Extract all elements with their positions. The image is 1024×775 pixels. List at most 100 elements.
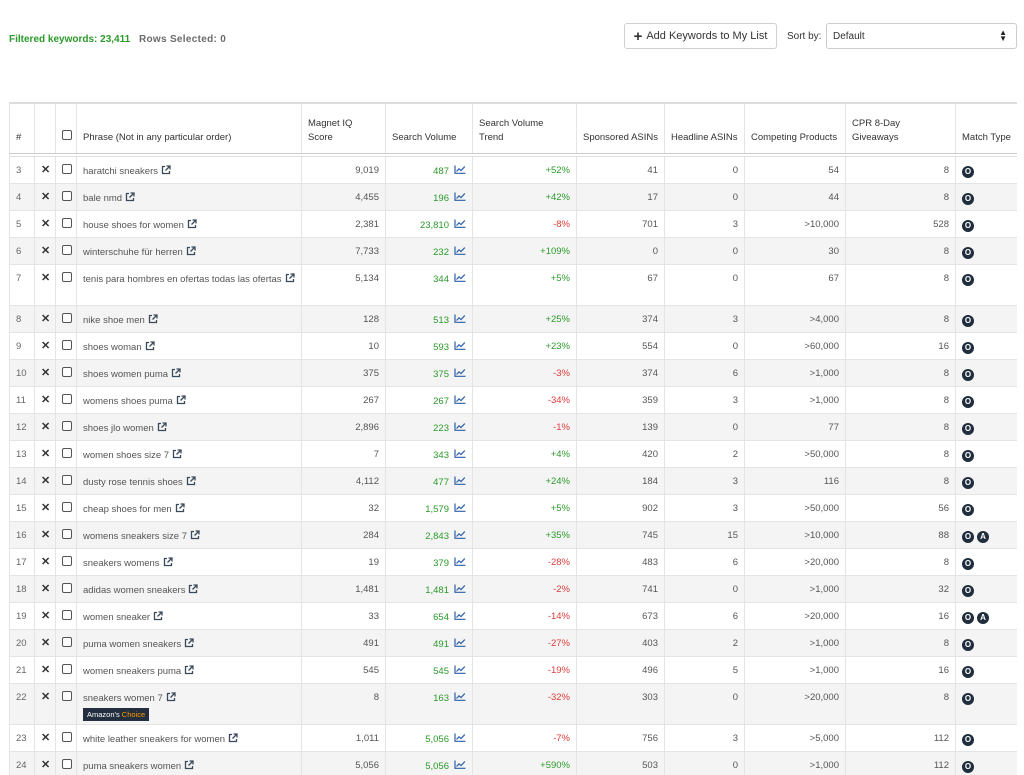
trend-chart-icon[interactable] — [454, 192, 466, 201]
trend-chart-icon[interactable] — [454, 314, 466, 323]
row-checkbox[interactable] — [62, 582, 72, 593]
close-icon[interactable]: ✕ — [41, 609, 51, 622]
search-volume-trend: +24% — [472, 467, 577, 495]
row-checkbox[interactable] — [62, 393, 72, 404]
trend-chart-icon[interactable] — [454, 760, 466, 769]
trend-chart-icon[interactable] — [454, 530, 466, 539]
close-icon[interactable]: ✕ — [41, 690, 51, 703]
row-checkbox[interactable] — [62, 271, 72, 282]
trend-chart-icon[interactable] — [454, 665, 466, 674]
trend-chart-icon[interactable] — [454, 503, 466, 512]
row-checkbox[interactable] — [62, 731, 72, 742]
trend-chart-icon[interactable] — [454, 165, 466, 174]
add-keywords-button[interactable]: + Add Keywords to My List — [624, 23, 777, 49]
close-icon[interactable]: ✕ — [41, 758, 51, 771]
close-icon[interactable]: ✕ — [41, 582, 51, 595]
external-link-icon[interactable] — [148, 313, 158, 324]
trend-chart-icon[interactable] — [454, 395, 466, 404]
row-checkbox[interactable] — [62, 217, 72, 228]
row-checkbox[interactable] — [62, 636, 72, 647]
external-link-icon[interactable] — [186, 245, 196, 256]
external-link-icon[interactable] — [184, 759, 194, 770]
trend-chart-icon[interactable] — [454, 246, 466, 255]
row-checkbox[interactable] — [62, 366, 72, 377]
sort-by-select[interactable]: Default ▲ ▼ — [826, 23, 1017, 49]
trend-chart-icon[interactable] — [454, 476, 466, 485]
external-link-icon[interactable] — [184, 637, 194, 648]
trend-chart-icon[interactable] — [454, 449, 466, 458]
close-icon[interactable]: ✕ — [41, 190, 51, 203]
close-icon[interactable]: ✕ — [41, 636, 51, 649]
close-icon[interactable]: ✕ — [41, 447, 51, 460]
external-link-icon[interactable] — [175, 502, 185, 513]
close-icon[interactable]: ✕ — [41, 393, 51, 406]
close-icon[interactable]: ✕ — [41, 366, 51, 379]
external-link-icon[interactable] — [187, 218, 197, 229]
trend-chart-icon[interactable] — [454, 638, 466, 647]
external-link-icon[interactable] — [161, 164, 171, 175]
trend-chart-icon[interactable] — [454, 733, 466, 742]
external-link-icon[interactable] — [145, 340, 155, 351]
external-link-icon[interactable] — [171, 367, 181, 378]
close-icon[interactable]: ✕ — [41, 271, 51, 284]
external-link-icon[interactable] — [166, 691, 176, 702]
close-icon[interactable]: ✕ — [41, 663, 51, 676]
trend-chart-icon[interactable] — [454, 219, 466, 228]
row-checkbox[interactable] — [62, 244, 72, 255]
row-checkbox[interactable] — [62, 758, 72, 769]
keyword-table-container[interactable]: # Phrase (Not in any particular order) Mag… — [9, 102, 1017, 775]
external-link-icon[interactable] — [188, 583, 199, 594]
external-link-icon[interactable] — [163, 556, 173, 567]
search-volume-value: 545 — [433, 665, 449, 677]
row-checkbox[interactable] — [62, 663, 72, 674]
row-checkbox[interactable] — [62, 690, 72, 701]
close-icon[interactable]: ✕ — [41, 217, 51, 230]
col-select-header[interactable] — [55, 102, 77, 154]
close-icon[interactable]: ✕ — [41, 528, 51, 541]
phrase-text: cheap shoes for men — [83, 503, 172, 515]
trend-chart-icon[interactable] — [454, 692, 466, 701]
search-volume-cell: 491 — [385, 629, 473, 657]
external-link-icon[interactable] — [186, 475, 196, 486]
external-link-icon[interactable] — [228, 732, 238, 743]
close-icon[interactable]: ✕ — [41, 420, 51, 433]
row-checkbox[interactable] — [62, 190, 72, 201]
close-icon[interactable]: ✕ — [41, 731, 51, 744]
external-link-icon[interactable] — [125, 191, 135, 202]
trend-chart-icon[interactable] — [454, 422, 466, 431]
trend-chart-icon[interactable] — [454, 273, 466, 282]
close-icon[interactable]: ✕ — [41, 244, 51, 257]
trend-chart-icon[interactable] — [454, 368, 466, 377]
external-link-icon[interactable] — [153, 610, 163, 621]
close-icon[interactable]: ✕ — [41, 339, 51, 352]
close-icon[interactable]: ✕ — [41, 555, 51, 568]
close-icon[interactable]: ✕ — [41, 312, 51, 325]
row-checkbox[interactable] — [62, 555, 72, 566]
row-checkbox[interactable] — [62, 474, 72, 485]
row-checkbox[interactable] — [62, 447, 72, 458]
external-link-icon[interactable] — [157, 421, 167, 432]
search-volume-value: 513 — [433, 314, 449, 326]
row-checkbox[interactable] — [62, 339, 72, 350]
trend-chart-icon[interactable] — [454, 341, 466, 350]
close-icon[interactable]: ✕ — [41, 474, 51, 487]
trend-chart-icon[interactable] — [454, 584, 466, 593]
close-icon[interactable]: ✕ — [41, 163, 51, 176]
trend-chart-icon[interactable] — [454, 611, 466, 620]
close-icon[interactable]: ✕ — [41, 501, 51, 514]
row-checkbox[interactable] — [62, 420, 72, 431]
external-link-icon[interactable] — [176, 394, 186, 405]
match-type-badge: O — [962, 314, 974, 327]
external-link-icon[interactable] — [184, 664, 194, 675]
external-link-icon[interactable] — [190, 529, 200, 540]
external-link-icon[interactable] — [285, 272, 295, 283]
sponsored-asins: 403 — [576, 629, 665, 657]
row-checkbox[interactable] — [62, 501, 72, 512]
row-checkbox[interactable] — [62, 312, 72, 323]
row-checkbox[interactable] — [62, 528, 72, 539]
trend-chart-icon[interactable] — [454, 557, 466, 566]
select-all-checkbox[interactable] — [62, 129, 72, 140]
external-link-icon[interactable] — [172, 448, 182, 459]
row-checkbox[interactable] — [62, 163, 72, 174]
row-checkbox[interactable] — [62, 609, 72, 620]
